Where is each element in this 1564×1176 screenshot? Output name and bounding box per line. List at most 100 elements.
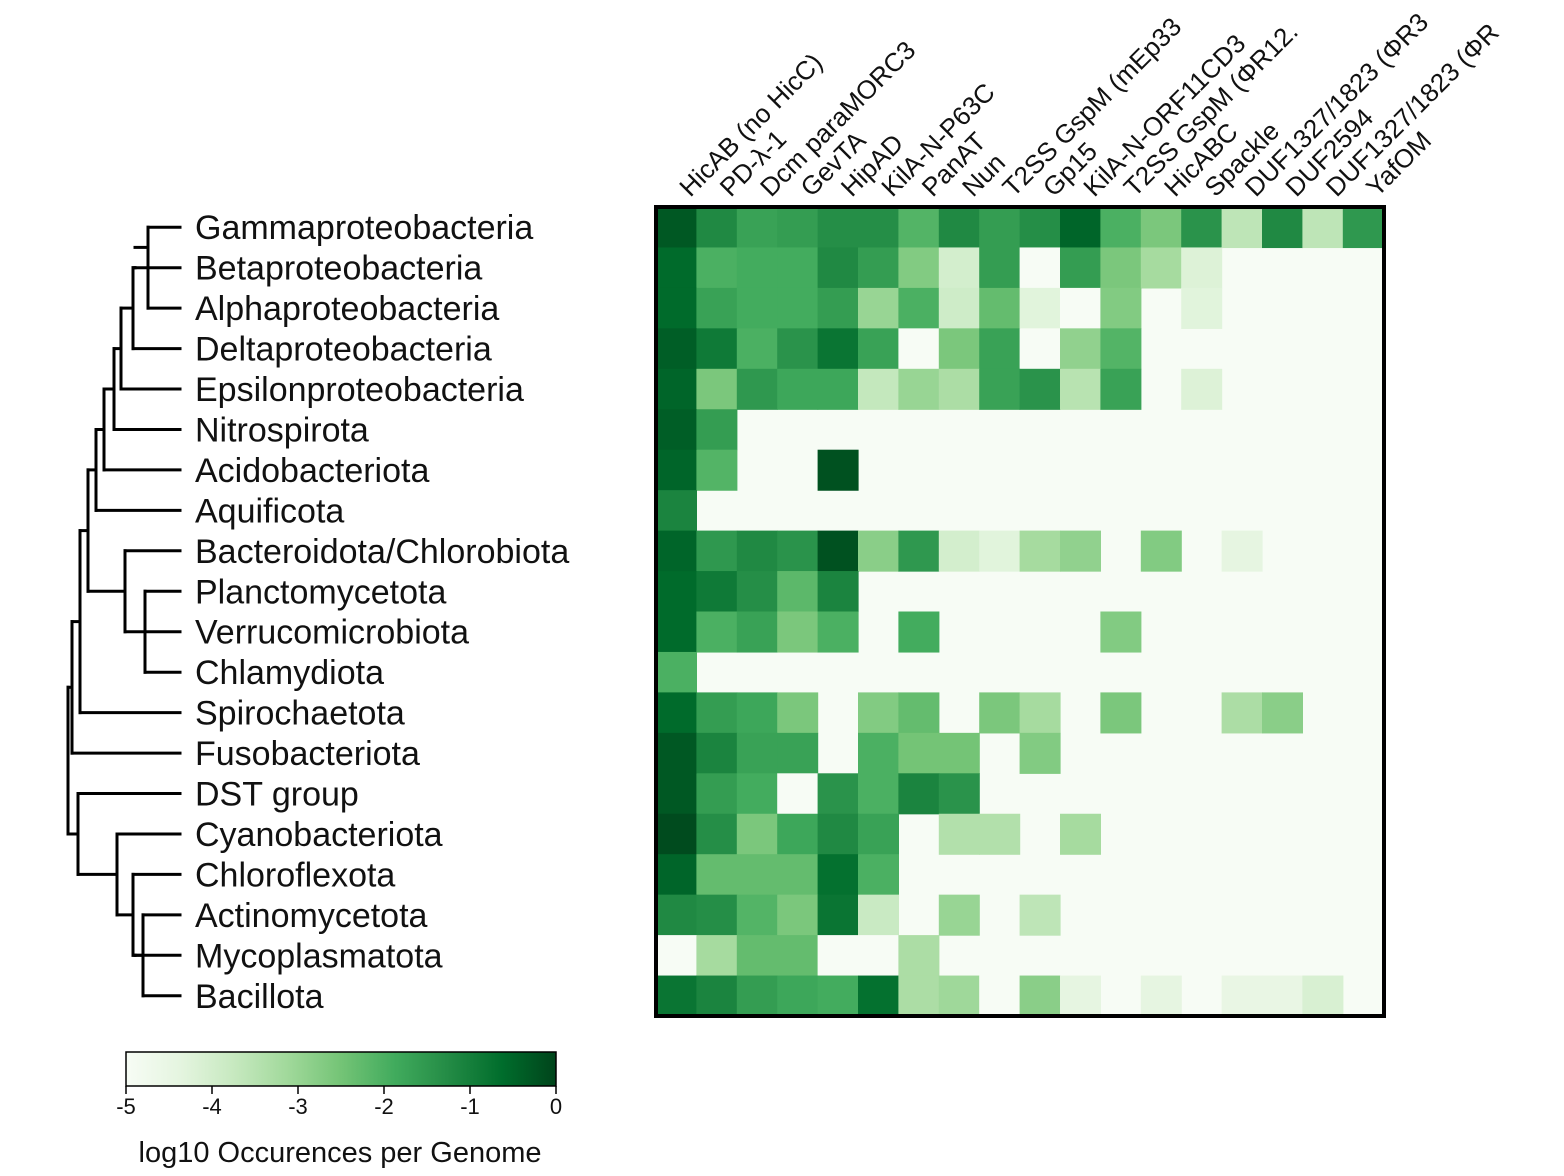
heatmap-cell	[1100, 611, 1142, 653]
heatmap-cell	[858, 287, 899, 329]
heatmap-cell	[656, 328, 697, 370]
heatmap-cell	[696, 409, 738, 451]
heatmap-cell	[777, 813, 819, 855]
heatmap-cell	[1100, 692, 1142, 734]
heatmap-cells	[656, 207, 1384, 1017]
heatmap-cell	[696, 894, 738, 936]
heatmap-cell	[1140, 530, 1182, 572]
row-label: Alphaproteobacteria	[195, 290, 499, 328]
colorbar-ticks: -5 -4 -3 -2 -1 0	[116, 1086, 562, 1119]
heatmap-border	[654, 205, 1386, 1018]
heatmap-cell	[1060, 813, 1101, 855]
heatmap-cell	[736, 530, 778, 572]
heatmap-cell	[656, 247, 697, 289]
heatmap-cell	[777, 530, 819, 572]
heatmap-cell	[777, 975, 819, 1017]
colorbar-tick-label: -2	[374, 1094, 394, 1119]
row-label: DST group	[195, 776, 359, 814]
heatmap-cell	[979, 287, 1021, 329]
heatmap-cell	[696, 247, 738, 289]
heatmap-cell	[817, 368, 859, 410]
heatmap-cell	[898, 287, 940, 329]
heatmap-cell	[898, 530, 940, 572]
heatmap-cell	[1342, 207, 1384, 249]
heatmap-cell	[696, 732, 738, 774]
heatmap-cell	[656, 975, 697, 1017]
heatmap-cell	[1100, 368, 1142, 410]
heatmap-cell	[1221, 975, 1263, 1017]
heatmap-cell	[777, 207, 819, 249]
row-label: Aquificota	[195, 492, 344, 530]
heatmap-cell	[656, 813, 697, 855]
heatmap-cell	[777, 692, 819, 734]
heatmap-cell	[777, 935, 819, 977]
heatmap-cell	[736, 368, 778, 410]
heatmap-cell	[696, 571, 738, 613]
heatmap-cell	[736, 692, 778, 734]
heatmap-cell	[1060, 530, 1101, 572]
heatmap-cell	[898, 247, 940, 289]
heatmap-cell	[898, 328, 940, 370]
heatmap-cell	[1140, 247, 1182, 289]
heatmap-cell	[696, 935, 738, 977]
heatmap-cell	[858, 368, 899, 410]
heatmap-cell	[1302, 975, 1344, 1017]
row-label: Fusobacteriota	[195, 735, 420, 773]
heatmap-cell	[1060, 975, 1101, 1017]
heatmap-cell	[696, 530, 738, 572]
heatmap-cell	[1140, 207, 1182, 249]
heatmap-cell	[736, 935, 778, 977]
heatmap-cell	[656, 935, 697, 977]
heatmap-cell	[1019, 287, 1061, 329]
heatmap-cell	[736, 894, 778, 936]
colorbar-tick-label: -3	[288, 1094, 308, 1119]
heatmap-cell	[858, 247, 899, 289]
heatmap-cell	[777, 611, 819, 653]
heatmap-cell	[938, 368, 980, 410]
heatmap-cell	[858, 530, 899, 572]
colorbar-title: log10 Occurences per Genome	[139, 1137, 542, 1169]
heatmap-cell	[736, 813, 778, 855]
heatmap-cell	[898, 773, 940, 815]
heatmap-cell	[656, 409, 697, 451]
heatmap-cell	[1019, 207, 1061, 249]
heatmap-cell	[898, 368, 940, 410]
heatmap-cell	[938, 530, 980, 572]
heatmap-cell	[979, 328, 1021, 370]
heatmap-cell	[777, 247, 819, 289]
heatmap-cell	[736, 773, 778, 815]
row-label: Actinomycetota	[195, 897, 428, 935]
heatmap-cell	[1221, 530, 1263, 572]
heatmap-cell	[777, 368, 819, 410]
heatmap-cell	[656, 773, 697, 815]
heatmap-cell	[1181, 287, 1223, 329]
heatmap-cell	[858, 813, 899, 855]
colorbar: -5 -4 -3 -2 -1 0 log10 Occurences per Genome	[116, 1051, 562, 1169]
heatmap-cell	[696, 611, 738, 653]
heatmap-cell	[777, 773, 819, 815]
heatmap-cell	[656, 894, 697, 936]
heatmap-cell	[777, 732, 819, 774]
heatmap-cell	[736, 207, 778, 249]
heatmap-cell	[817, 571, 859, 613]
heatmap-cell	[898, 732, 940, 774]
heatmap-cell	[817, 975, 859, 1017]
heatmap-cell	[817, 287, 859, 329]
heatmap-cell	[1019, 530, 1061, 572]
heatmap-cell	[1060, 207, 1101, 249]
heatmap-cell	[696, 368, 738, 410]
heatmap-cell	[656, 854, 697, 896]
heatmap-cell	[979, 813, 1021, 855]
heatmap-cell	[1060, 368, 1101, 410]
heatmap-cell	[817, 854, 859, 896]
heatmap-cell	[1221, 207, 1263, 249]
heatmap-cell	[656, 530, 697, 572]
heatmap-cell	[696, 813, 738, 855]
heatmap-cell	[1181, 207, 1223, 249]
row-label: Bacillota	[195, 978, 324, 1016]
heatmap-cell	[736, 611, 778, 653]
colorbar-tick-label: 0	[550, 1094, 562, 1119]
heatmap-cell	[858, 207, 899, 249]
row-labels: GammaproteobacteriaBetaproteobacteriaAlp…	[195, 209, 569, 1016]
heatmap-cell	[1060, 247, 1101, 289]
